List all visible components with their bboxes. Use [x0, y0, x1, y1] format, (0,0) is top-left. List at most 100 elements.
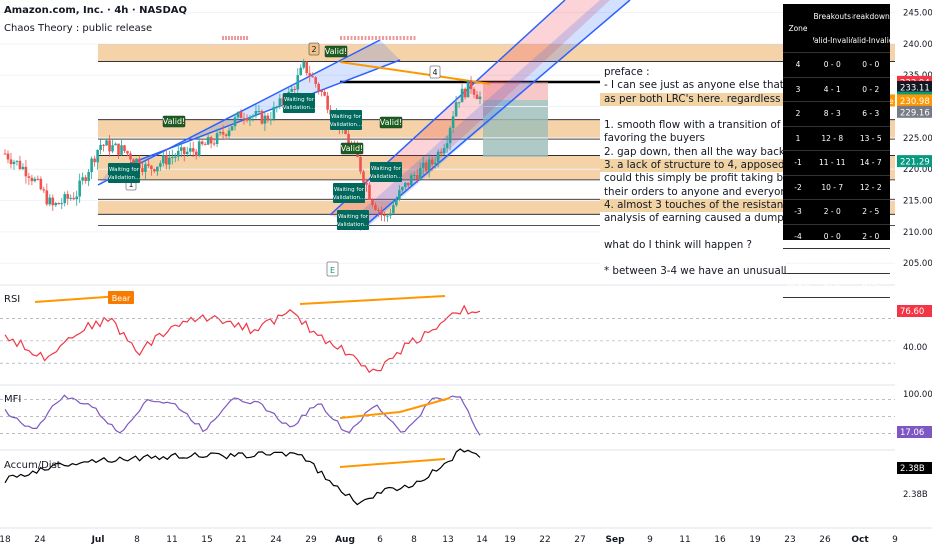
table-row: 2 8 - 3 6 - 3: [783, 102, 890, 127]
time-label-0: 18: [0, 535, 11, 545]
candle-body: [451, 116, 455, 128]
earnings-marker-bg: [326, 261, 339, 277]
candle-body: [123, 145, 126, 152]
note-line: 2. gap down, then all the way back up to…: [604, 145, 786, 158]
candle-123: [371, 198, 374, 208]
top-marker-5: [237, 36, 239, 40]
candle-body: [135, 158, 138, 164]
candle-137: [412, 171, 416, 180]
table-row: -1 11 - 11 14 - 7: [783, 151, 890, 176]
waiting-signal-bg-0: [283, 93, 315, 113]
breakouts-subheader: Valid-Invalid: [813, 35, 852, 45]
candle-body: [392, 205, 395, 214]
candle-15: [48, 194, 52, 207]
candle-body: [260, 110, 264, 124]
price-tick-2: 215.00: [903, 197, 932, 207]
top-marker-b-18: [403, 36, 405, 40]
candle-body: [281, 98, 285, 104]
candle-body: [221, 131, 225, 135]
note-line: [600, 226, 786, 239]
candle-body: [51, 197, 55, 206]
table-cell-breakdowns: 12 - 2: [859, 182, 882, 192]
top-marker-b-13: [385, 36, 388, 40]
rsi-value-bg: [897, 305, 932, 317]
candle-52: [159, 160, 162, 171]
top-marker-b-9: [371, 36, 374, 40]
top-marker-b-10: [375, 36, 377, 40]
candle-23: [72, 192, 76, 201]
candle-body: [27, 176, 31, 178]
valid-signal-0: Valid!: [325, 47, 347, 56]
ad-scale: 2.38B: [903, 490, 928, 500]
candle-body: [48, 197, 52, 205]
candle-128: [386, 213, 389, 222]
mfi-value-bg: [897, 426, 932, 438]
candle-151: [454, 95, 458, 117]
candle-body: [445, 143, 449, 149]
candle-2: [9, 152, 13, 169]
candle-30: [93, 155, 96, 167]
wave-label-2-bg: [308, 42, 320, 56]
candle-body: [314, 77, 317, 84]
candle-145: [436, 149, 440, 168]
candle-5: [18, 155, 22, 171]
candle-33: [102, 143, 105, 152]
candle-body: [269, 118, 273, 121]
price-tick-7: 240.00: [903, 40, 932, 50]
top-marker-b-2: [347, 36, 349, 40]
lower-channel: [98, 40, 400, 185]
table-cell-breakdowns: 6 - 3: [862, 109, 880, 119]
candle-body: [308, 73, 312, 77]
candle-body: [227, 130, 231, 136]
candle-50: [153, 168, 156, 173]
target-box: [483, 100, 548, 157]
candle-body: [272, 107, 276, 119]
top-marker-b-3: [350, 36, 353, 40]
candle-149: [448, 126, 452, 151]
candle-12: [39, 176, 43, 191]
table-row: -4 0 - 0 2 - 0: [783, 225, 890, 249]
mfi-divergence-b: [399, 397, 451, 413]
candle-106: [320, 89, 323, 97]
candle-body: [460, 88, 464, 103]
top-marker-b-1: [343, 36, 346, 40]
waiting-signal-line2-1: Validation...: [330, 122, 363, 128]
note-line: 1. smooth flow with a transition of powe…: [604, 119, 786, 132]
table-cell-breakdowns: 13 - 5: [859, 133, 882, 143]
candle-150: [451, 110, 455, 133]
candle-157: [472, 87, 476, 99]
candle-65: [197, 136, 201, 158]
candle-36: [111, 138, 114, 154]
candle-21: [66, 190, 70, 206]
candle-body: [212, 143, 216, 145]
price-label-4: 229.16: [900, 108, 930, 118]
candle-89: [269, 111, 273, 126]
candle-body: [475, 94, 479, 100]
candle-34: [105, 138, 108, 146]
price-label-bg-3: [897, 94, 932, 107]
candle-body: [84, 177, 87, 181]
candle-1: [6, 150, 10, 164]
top-marker-b-19: [406, 36, 409, 40]
mfi-value: 17.06: [900, 428, 924, 438]
candle-91: [275, 105, 279, 113]
table-body: 4 0 - 0 0 - 0 3 4 - 1 0 - 2 2 8 - 3 6 - 3 1 12 - 8…: [783, 53, 890, 298]
candle-126: [380, 206, 383, 222]
note-line: - I can see just as anyone else that we …: [604, 79, 786, 92]
candle-body: [21, 166, 25, 170]
top-marker-b-4: [354, 36, 356, 40]
candle-body: [305, 61, 309, 74]
candle-29: [90, 156, 93, 180]
candle-73: [221, 125, 225, 139]
candle-35: [108, 135, 111, 157]
pane-line-3: [4, 448, 481, 506]
candle-58: [176, 143, 180, 161]
top-marker-b-5: [357, 36, 360, 40]
bear-label: Bear: [112, 294, 131, 303]
breakdowns-header: Breakdowns: [852, 11, 891, 21]
table-cell-breakouts: 2 - 0: [823, 207, 841, 217]
waiting-signal-line1-4: Waiting for: [371, 166, 402, 172]
candle-body: [293, 88, 297, 90]
time-label-22: 23: [784, 535, 795, 545]
